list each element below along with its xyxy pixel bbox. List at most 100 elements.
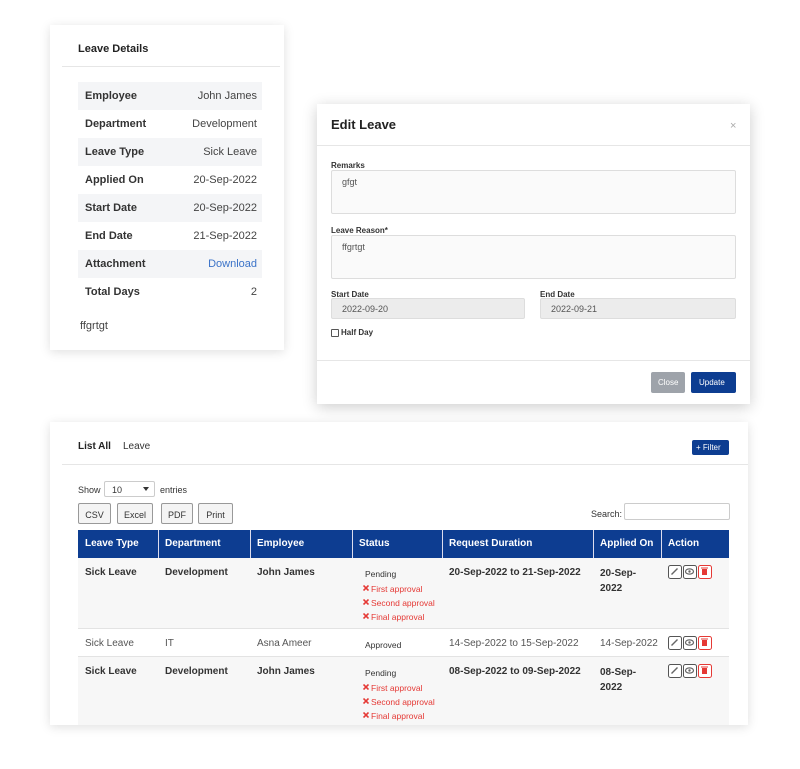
edit-button[interactable] <box>668 565 682 579</box>
reason-value: ffgrtgt <box>342 242 365 252</box>
cell-applied-on: 20-Sep-2022 <box>600 568 637 594</box>
detail-label: End Date <box>85 230 133 242</box>
cell-employee: Asna Ameer <box>257 638 312 649</box>
export-button[interactable]: Print <box>198 503 233 524</box>
approval-step: Final approval <box>371 612 425 622</box>
cell-employee: John James <box>257 567 315 578</box>
column-header: Leave Type <box>85 538 139 549</box>
remarks-input[interactable]: gfgt <box>331 170 736 214</box>
status: Approved <box>365 640 402 650</box>
edit-leave-modal: Edit Leave × Remarks gfgt Leave Reason* ffgrt… <box>317 104 750 404</box>
reject-icon <box>363 585 369 591</box>
modal-title: Edit Leave <box>331 117 397 132</box>
detail-row <box>78 138 262 166</box>
reason-input[interactable]: ffgrtgt <box>331 235 736 279</box>
start-date-input[interactable]: 2022-09-20 <box>331 298 525 319</box>
status: Pending <box>365 569 397 579</box>
export-button[interactable]: PDF <box>161 503 193 524</box>
approval-step: First approval <box>371 584 423 594</box>
table-row <box>78 657 729 725</box>
detail-row <box>78 250 262 278</box>
show-label: Show <box>78 485 101 495</box>
dropdown-arrow <box>143 487 149 491</box>
end-date-value: 2022-09-21 <box>551 304 598 314</box>
divider <box>317 360 750 361</box>
detail-value: 21-Sep-2022 <box>193 230 257 242</box>
reject-icon <box>363 684 369 690</box>
detail-value: 20-Sep-2022 <box>193 174 257 186</box>
reject-icon <box>363 613 369 619</box>
remarks-value: gfgt <box>342 177 358 187</box>
detail-value: John James <box>197 90 257 102</box>
export-button-label: Print <box>206 510 225 520</box>
column-header: Employee <box>257 538 305 549</box>
table-row <box>78 629 729 657</box>
detail-value: 2 <box>250 286 257 298</box>
view-button[interactable] <box>683 664 697 678</box>
export-button-label: CSV <box>85 510 104 520</box>
column-header: Request Duration <box>449 538 533 549</box>
detail-value: Development <box>192 118 257 130</box>
delete-button[interactable] <box>698 664 712 678</box>
download-link[interactable]: Download <box>208 258 257 270</box>
approval-step: Second approval <box>371 598 435 608</box>
card-title-rest: Leave <box>123 441 151 452</box>
search-input[interactable] <box>624 503 730 520</box>
detail-label: Start Date <box>85 202 137 214</box>
status: Pending <box>365 668 397 678</box>
leave-details-card: Leave Details Employee John James Departmen… <box>50 25 284 350</box>
column-header: Action <box>668 538 700 549</box>
cell-duration: 14-Sep-2022 to 15-Sep-2022 <box>449 638 579 649</box>
remarks-label: Remarks <box>331 161 365 170</box>
update-button[interactable]: Update <box>691 372 736 393</box>
end-date-input[interactable]: 2022-09-21 <box>540 298 736 319</box>
filter-button[interactable]: + Filter <box>692 440 729 455</box>
approval-step: Final approval <box>371 711 425 721</box>
checkbox[interactable] <box>331 329 339 337</box>
reject-icon <box>363 599 369 605</box>
cell-duration: 08-Sep-2022 to 09-Sep-2022 <box>449 666 581 677</box>
edit-button[interactable] <box>668 664 682 678</box>
close-button-label: Close <box>658 378 679 387</box>
column-header: Status <box>359 538 390 549</box>
detail-label: Department <box>85 118 147 130</box>
table-header <box>78 530 729 558</box>
detail-value: 20-Sep-2022 <box>193 202 257 214</box>
cell-leave-type: Sick Leave <box>85 638 134 649</box>
detail-row <box>78 194 262 222</box>
delete-button[interactable] <box>698 565 712 579</box>
export-button-label: Excel <box>123 510 146 520</box>
close-button[interactable]: Close <box>651 372 685 393</box>
card-title: Leave Details <box>78 43 149 55</box>
start-date-label: Start Date <box>331 290 369 299</box>
cell-department: IT <box>165 638 174 649</box>
table-row <box>78 558 729 629</box>
column-header: Department <box>165 538 221 549</box>
close-icon[interactable]: × <box>730 120 737 132</box>
note: ffgrtgt <box>80 320 108 332</box>
edit-button[interactable] <box>668 636 682 650</box>
entries-label: entries <box>160 485 188 495</box>
view-button[interactable] <box>683 565 697 579</box>
cell-duration: 20-Sep-2022 to 21-Sep-2022 <box>449 567 581 578</box>
detail-row <box>78 278 262 306</box>
page-size-select[interactable]: 10 <box>104 481 155 497</box>
export-button[interactable]: CSV <box>78 503 111 524</box>
half-day-label: Half Day <box>341 328 374 337</box>
detail-row <box>78 166 262 194</box>
export-button[interactable]: Excel <box>117 503 153 524</box>
filter-button-label: + Filter <box>696 443 721 452</box>
reason-label: Leave Reason* <box>331 226 388 235</box>
cell-applied-on: 08-Sep-2022 <box>600 667 637 693</box>
leave-list-card: List All Leave + Filter Show 10 entries CSV Exc… <box>50 422 748 725</box>
divider <box>62 66 280 67</box>
divider <box>62 464 748 465</box>
end-date-label: End Date <box>540 290 575 299</box>
cell-leave-type: Sick Leave <box>85 567 137 578</box>
view-button[interactable] <box>683 636 697 650</box>
reject-icon <box>363 712 369 718</box>
detail-row <box>78 222 262 250</box>
delete-button[interactable] <box>698 636 712 650</box>
column-header: Applied On <box>600 538 654 549</box>
export-button-label: PDF <box>168 510 186 520</box>
